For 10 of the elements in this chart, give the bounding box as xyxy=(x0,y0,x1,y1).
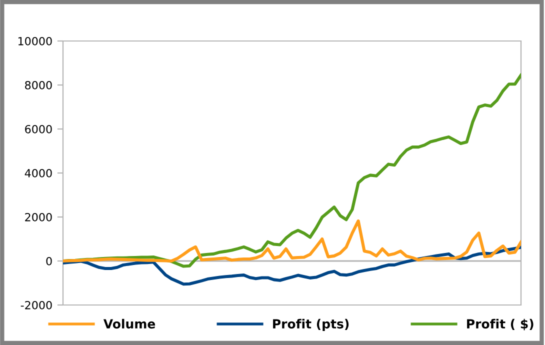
y-tick-label: 2000 xyxy=(25,212,52,222)
y-tick-label: -2000 xyxy=(20,300,52,310)
y-tick-label: 6000 xyxy=(25,124,52,134)
y-tick-label: 8000 xyxy=(25,80,52,90)
legend-label: Volume xyxy=(103,318,156,329)
legend-label: Profit ( $) xyxy=(467,318,534,330)
legend-label: Profit (pts) xyxy=(273,318,349,331)
y-tick-label: 4000 xyxy=(24,168,52,178)
y-tick-label: 0 xyxy=(46,256,52,266)
y-tick-label: 10000 xyxy=(18,36,52,46)
